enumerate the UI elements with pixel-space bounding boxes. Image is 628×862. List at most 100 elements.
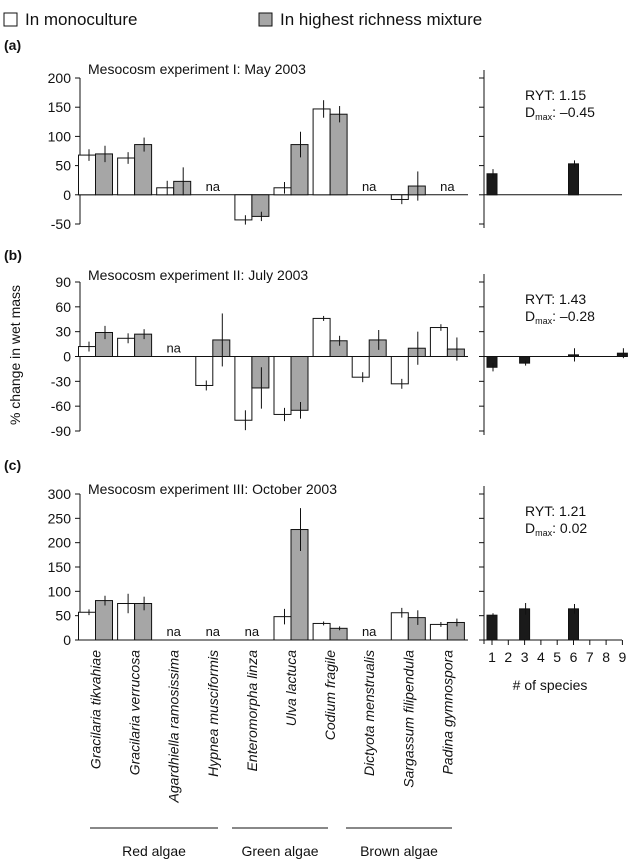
- species-label: Dictyota menstrualis: [361, 650, 377, 776]
- bar-mixture: [329, 627, 348, 641]
- bar-monoculture: [117, 337, 136, 357]
- species-label: Gracilaria verrucosa: [127, 650, 143, 775]
- panel-label: (a): [4, 37, 21, 53]
- group-label: Brown algae: [360, 843, 438, 859]
- na-label: na: [206, 624, 221, 639]
- bar-mixture: [212, 339, 231, 358]
- y-tick-label: 0: [63, 187, 71, 203]
- bar-mixture: [368, 339, 387, 358]
- dmax-value: : –0.45: [552, 104, 595, 120]
- y-tick-label: 200: [48, 535, 72, 551]
- panel-2: (c) Mesocosm experiment III: October 2003…: [4, 457, 622, 648]
- panel-title: Mesocosm experiment III: October 2003: [88, 481, 337, 497]
- y-tick-label: -60: [51, 398, 71, 414]
- species-label: Hypnea musciformis: [205, 650, 221, 777]
- panel-title: Mesocosm experiment I: May 2003: [88, 61, 306, 77]
- y-tick-label: 100: [48, 128, 72, 144]
- bar-monoculture: [273, 187, 292, 196]
- richness-x-tick-label: 1: [488, 649, 496, 665]
- group-label: Green algae: [241, 843, 318, 859]
- bar-monoculture: [429, 327, 448, 357]
- richness-x-tick-label: 6: [570, 649, 578, 665]
- dmax-label: Dmax: 0.02: [525, 520, 587, 538]
- y-tick-label: 50: [55, 158, 71, 174]
- bar-monoculture: [78, 154, 96, 196]
- species-label: Codium fragile: [322, 650, 338, 740]
- bar-monoculture: [117, 603, 136, 641]
- richness-bar: [519, 608, 531, 641]
- y-tick-label: 50: [55, 608, 71, 624]
- bar-monoculture: [234, 194, 253, 221]
- bar-mixture: [290, 144, 309, 196]
- y-tick-label: -90: [51, 423, 71, 439]
- y-tick-label: 150: [48, 559, 72, 575]
- legend-label-mixture: In highest richness mixture: [280, 10, 482, 29]
- richness-bar: [486, 356, 498, 368]
- ryt-label: RYT: 1.21: [525, 503, 586, 519]
- bar-mixture: [407, 185, 426, 196]
- na-label: na: [440, 179, 455, 194]
- legend-swatch-monoculture: [3, 12, 18, 27]
- ryt-label: RYT: 1.15: [525, 87, 586, 103]
- y-tick-label: 30: [55, 324, 71, 340]
- dmax-symbol: D: [525, 308, 535, 324]
- y-tick-label: 100: [48, 583, 72, 599]
- y-tick-label: 0: [63, 632, 71, 648]
- bar-mixture: [407, 347, 426, 358]
- richness-x-tick-label: 7: [586, 649, 594, 665]
- bar-mixture: [95, 600, 113, 641]
- y-tick-label: 300: [48, 486, 72, 502]
- bar-monoculture: [351, 356, 370, 378]
- bar-monoculture: [390, 194, 409, 200]
- bar-mixture: [173, 180, 192, 196]
- richness-x-tick-label: 4: [537, 649, 545, 665]
- bar-monoculture: [78, 611, 96, 641]
- bar-mixture: [95, 331, 113, 358]
- bar-monoculture: [234, 356, 253, 421]
- richness-bar: [486, 614, 498, 641]
- legend-swatch-mixture: [258, 12, 273, 27]
- panel-label: (c): [4, 457, 21, 473]
- richness-x-axis-label: # of species: [513, 677, 588, 693]
- group-label: Red algae: [122, 843, 186, 859]
- bar-monoculture: [312, 317, 331, 357]
- panel-0: (a) Mesocosm experiment I: May 2003 -50 0 50…: [4, 37, 622, 232]
- y-tick-label: -30: [51, 373, 71, 389]
- species-label: Gracilaria tikvahiae: [88, 650, 104, 769]
- panel-title: Mesocosm experiment II: July 2003: [88, 267, 308, 283]
- richness-bar: [568, 163, 579, 196]
- richness-bar: [486, 173, 498, 196]
- bar-monoculture: [195, 356, 214, 386]
- y-tick-label: 250: [48, 510, 72, 526]
- dmax-subscript: max: [535, 528, 553, 538]
- panel-1: (b) Mesocosm experiment II: July 2003 -90 -…: [4, 247, 628, 439]
- species-label: Enteromorpha linza: [244, 650, 260, 772]
- bar-mixture: [95, 153, 113, 196]
- y-axis-label: % change in wet mass: [7, 285, 23, 425]
- y-tick-label: 150: [48, 99, 72, 115]
- na-label: na: [166, 624, 181, 639]
- group-labels: Red algae Green algae Brown algae: [90, 827, 452, 859]
- na-label: na: [362, 624, 377, 639]
- dmax-symbol: D: [525, 520, 535, 536]
- richness-x-tick-label: 8: [602, 649, 610, 665]
- bar-monoculture: [429, 623, 448, 641]
- bar-mixture: [290, 529, 309, 641]
- ryt-label: RYT: 1.43: [525, 291, 586, 307]
- bar-monoculture: [390, 356, 409, 385]
- bar-monoculture: [273, 356, 292, 415]
- na-label: na: [166, 341, 181, 356]
- bar-mixture: [329, 340, 348, 357]
- richness-bar: [616, 352, 628, 358]
- na-label: na: [245, 624, 260, 639]
- species-label: Padina gymnospora: [439, 650, 455, 775]
- dmax-label: Dmax: –0.45: [525, 104, 595, 122]
- bar-monoculture: [312, 108, 331, 196]
- bar-mixture: [134, 333, 153, 357]
- y-tick-label: 0: [63, 349, 71, 365]
- dmax-value: : –0.28: [552, 308, 595, 324]
- bar-mixture: [251, 194, 270, 217]
- dmax-label: Dmax: –0.28: [525, 308, 595, 326]
